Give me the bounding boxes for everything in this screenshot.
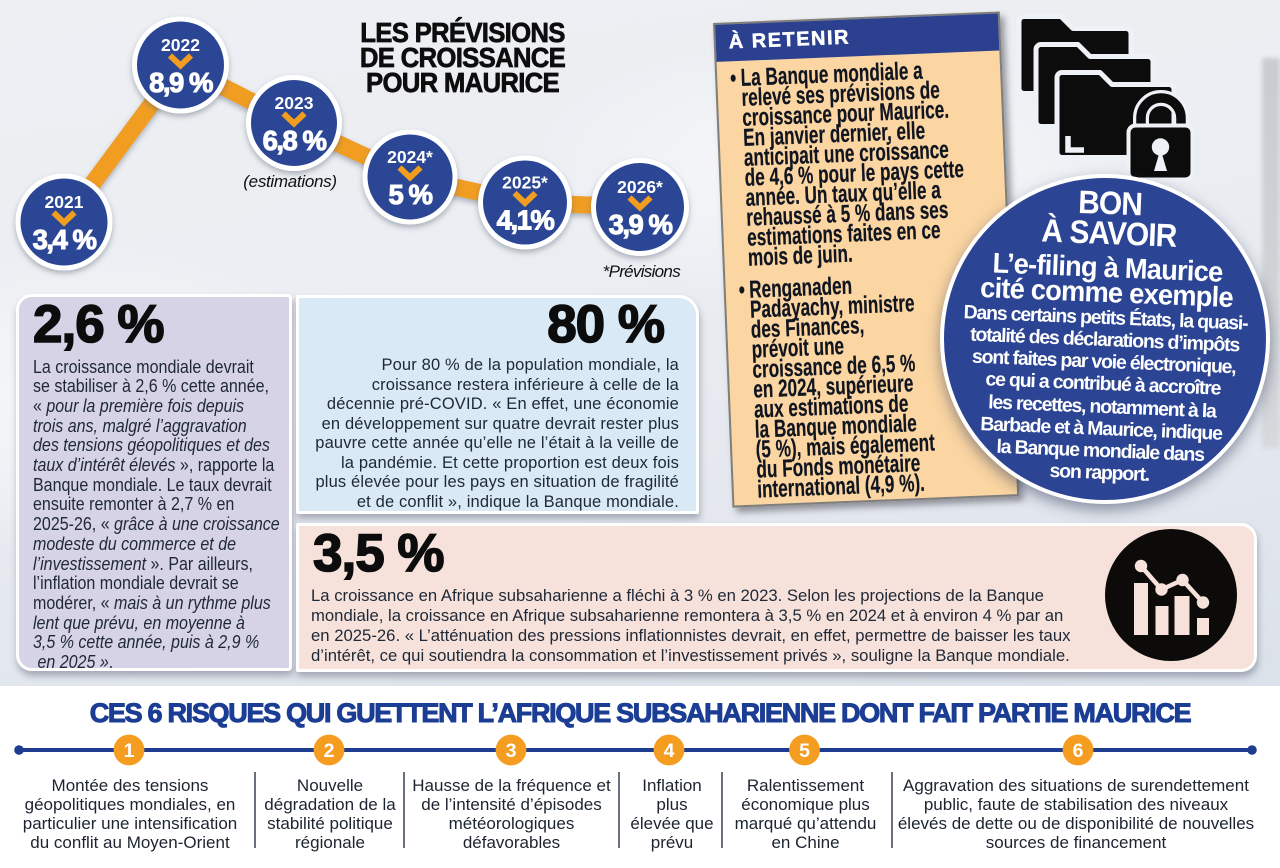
svg-text:5 %: 5 %: [389, 179, 433, 210]
svg-text:4,1%: 4,1%: [497, 205, 555, 236]
svg-text:2025*: 2025*: [502, 173, 548, 193]
svg-text:6,8 %: 6,8 %: [263, 125, 327, 156]
svg-text:3: 3: [506, 740, 517, 762]
svg-text:2024*: 2024*: [387, 147, 433, 167]
svg-text:2021: 2021: [45, 192, 84, 212]
svg-text:2023: 2023: [275, 93, 314, 113]
svg-text:2026*: 2026*: [617, 177, 663, 197]
svg-text:8,9 %: 8,9 %: [149, 67, 213, 98]
svg-text:2: 2: [324, 740, 335, 762]
svg-text:3,9 %: 3,9 %: [609, 209, 673, 240]
svg-text:3,4 %: 3,4 %: [33, 224, 97, 255]
svg-text:5: 5: [799, 740, 810, 762]
svg-text:4: 4: [664, 740, 675, 762]
svg-text:1: 1: [124, 740, 135, 762]
svg-text:2022: 2022: [161, 35, 200, 55]
svg-text:6: 6: [1073, 740, 1084, 762]
